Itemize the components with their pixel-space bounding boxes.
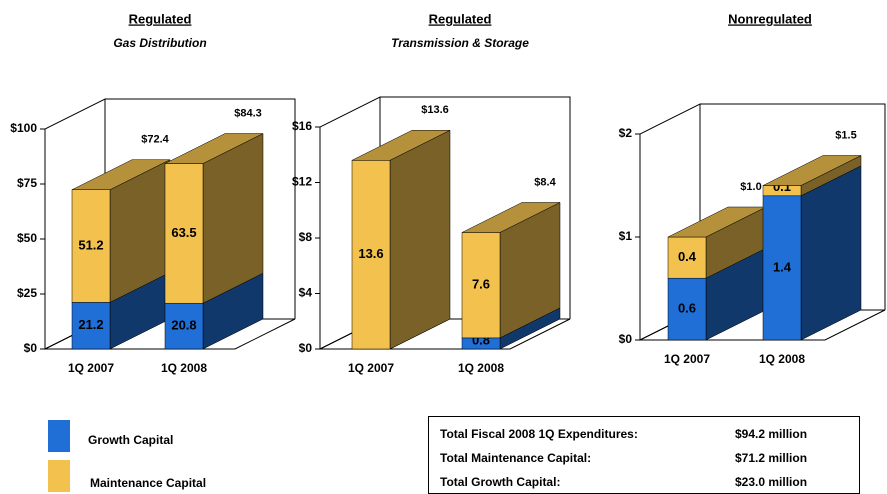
total-label: $72.4 <box>141 134 169 146</box>
chart-title: Regulated <box>129 11 192 26</box>
bar-top <box>461 202 561 233</box>
bar <box>667 277 707 341</box>
bar-top <box>164 133 264 164</box>
legend-swatch <box>48 420 70 452</box>
bar <box>164 163 204 304</box>
bar <box>71 189 111 303</box>
summary-label: Total Growth Capital: <box>440 475 560 489</box>
x-tick-label: 1Q 2007 <box>68 361 114 375</box>
data-label: 7.6 <box>472 277 490 292</box>
y-tick-label: $0 <box>299 341 313 355</box>
summary-label: Total Fiscal 2008 1Q Expenditures: <box>440 427 638 441</box>
x-tick-label: 1Q 2007 <box>348 361 394 375</box>
data-label: 0.4 <box>678 249 697 264</box>
chart-title: Regulated <box>429 11 492 26</box>
y-tick-label: $50 <box>17 231 37 245</box>
data-label: 51.2 <box>78 237 103 252</box>
data-label: 13.6 <box>358 246 383 261</box>
chart-subtitle: Gas Distribution <box>113 36 206 50</box>
data-label: 1.4 <box>773 259 792 274</box>
axis-back <box>380 96 571 319</box>
y-tick-label: $75 <box>17 176 37 190</box>
y-tick-label: $1 <box>619 229 633 243</box>
bar <box>351 160 391 350</box>
summary-value: $23.0 million <box>735 475 807 489</box>
legend-label: Growth Capital <box>88 433 173 447</box>
y-tick-label: $0 <box>24 341 38 355</box>
axis-back <box>105 98 296 319</box>
total-label: $8.4 <box>534 176 556 188</box>
bar <box>762 195 802 341</box>
x-tick-label: 1Q 2008 <box>759 352 805 366</box>
bar-side <box>800 165 862 341</box>
x-tick-label: 1Q 2007 <box>664 352 710 366</box>
summary-label: Total Maintenance Capital: <box>440 451 591 465</box>
bar <box>667 236 707 279</box>
y-tick-label: $12 <box>292 175 312 189</box>
y-tick-label: $4 <box>299 286 313 300</box>
total-label: $1.5 <box>835 129 856 141</box>
y-tick-label: $0 <box>619 332 633 346</box>
data-label: 21.2 <box>78 317 103 332</box>
x-tick-label: 1Q 2008 <box>161 361 207 375</box>
x-tick-label: 1Q 2008 <box>458 361 504 375</box>
bar-top <box>351 130 451 161</box>
summary-value: $94.2 million <box>735 427 807 441</box>
bar-top <box>762 155 862 186</box>
data-label: 20.8 <box>171 318 196 333</box>
summary-box <box>428 416 860 494</box>
y-tick-label: $2 <box>619 126 633 140</box>
total-label: $84.3 <box>234 107 262 119</box>
y-tick-label: $25 <box>17 286 37 300</box>
data-label: 0.6 <box>678 301 696 316</box>
y-tick-label: $16 <box>292 119 312 133</box>
chart-title: Nonregulated <box>728 11 812 26</box>
summary-value: $71.2 million <box>735 451 807 465</box>
legend-label: Maintenance Capital <box>90 476 206 490</box>
bar <box>461 232 501 339</box>
data-label: 63.5 <box>171 225 196 240</box>
legend-swatch <box>48 460 70 492</box>
bar-top <box>71 159 171 190</box>
y-tick-label: $8 <box>299 230 313 244</box>
chart-subtitle: Transmission & Storage <box>391 36 529 50</box>
bar-side <box>389 129 451 350</box>
total-label: $1.0 <box>740 181 761 193</box>
axis-back <box>700 103 886 310</box>
total-label: $13.6 <box>421 104 449 116</box>
y-tick-label: $100 <box>10 121 37 135</box>
bar <box>71 302 111 350</box>
